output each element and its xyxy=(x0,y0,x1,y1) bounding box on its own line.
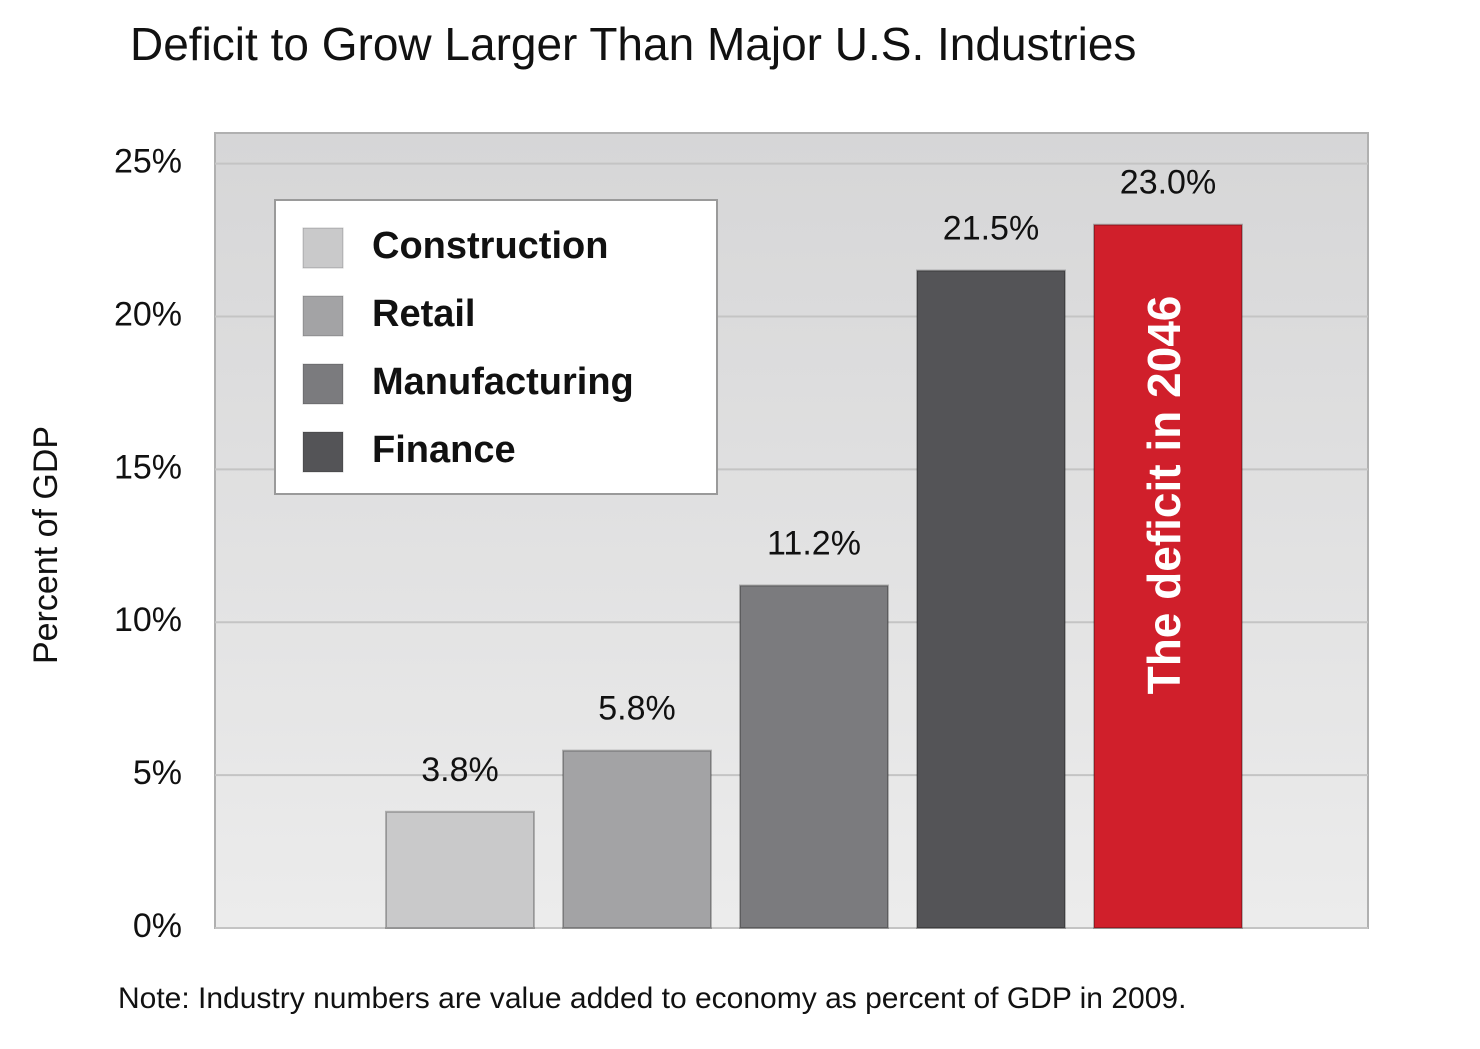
y-tick-label: 5% xyxy=(133,754,182,792)
value-label: 11.2% xyxy=(767,525,861,563)
legend-swatch xyxy=(302,431,344,473)
legend-label: Finance xyxy=(372,429,516,471)
legend: Construction Retail Manufacturing Finance xyxy=(274,199,718,495)
value-label: 3.8% xyxy=(421,751,499,789)
y-tick-label: 15% xyxy=(114,448,182,486)
y-tick-label: 10% xyxy=(114,601,182,639)
legend-label: Construction xyxy=(372,225,608,267)
y-axis-label: Percent of GDP xyxy=(27,426,65,664)
bar-inner-label: The deficit in 2046 xyxy=(1138,296,1190,695)
value-label: 23.0% xyxy=(1120,164,1216,202)
y-tick-label: 20% xyxy=(114,295,182,333)
legend-swatch xyxy=(302,295,344,337)
y-tick-label: 25% xyxy=(114,143,182,181)
legend-label: Manufacturing xyxy=(372,361,634,403)
bar xyxy=(1093,223,1243,929)
legend-swatch xyxy=(302,363,344,405)
bar xyxy=(562,749,712,930)
chart-title: Deficit to Grow Larger Than Major U.S. I… xyxy=(130,18,1136,70)
legend-box xyxy=(274,199,718,495)
value-label: 21.5% xyxy=(943,210,1039,248)
bar xyxy=(916,269,1066,930)
value-label: 5.8% xyxy=(598,690,676,728)
bar xyxy=(739,584,889,929)
y-tick-label: 0% xyxy=(133,907,182,945)
bar xyxy=(385,810,535,929)
legend-label: Retail xyxy=(372,293,475,335)
note: Note: Industry numbers are value added t… xyxy=(118,982,1186,1015)
legend-swatch xyxy=(302,227,344,269)
